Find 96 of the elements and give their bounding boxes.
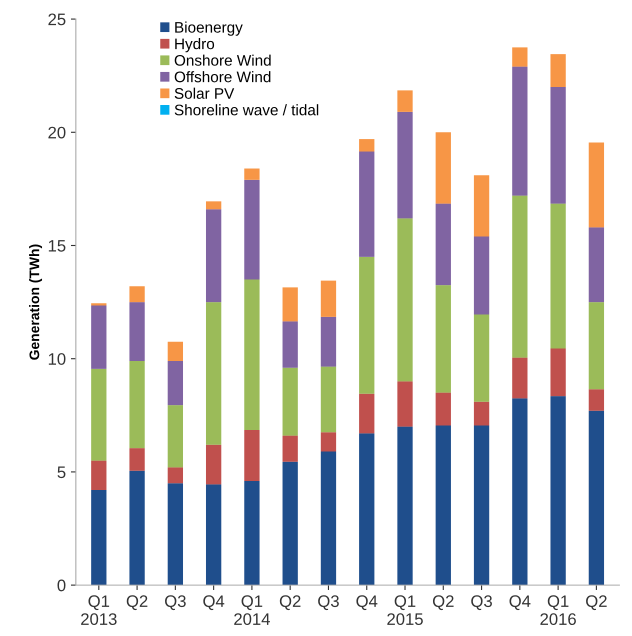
x-tick-label: Q3	[165, 595, 186, 610]
legend-label: Onshore Wind	[174, 54, 271, 66]
bar	[320, 316, 336, 367]
bar	[512, 196, 528, 358]
x-tick-label: Q2	[280, 595, 300, 610]
bar	[512, 47, 528, 67]
bar	[282, 462, 298, 586]
legend-label: Solar PV	[174, 88, 234, 99]
bar	[168, 342, 184, 361]
bar	[320, 432, 336, 452]
bar	[588, 142, 604, 228]
bar	[550, 54, 566, 88]
legend-label: Shoreline wave / tidal	[174, 104, 318, 116]
bar	[168, 483, 184, 586]
bar	[359, 139, 374, 152]
x-tick-label: Q1 2015	[387, 595, 423, 626]
bar	[244, 168, 260, 180]
bar	[91, 368, 106, 461]
y-tick-label: 5	[58, 466, 66, 478]
bar	[282, 321, 298, 368]
bar	[282, 436, 298, 462]
y-tick-label: 10	[48, 353, 66, 365]
bar	[474, 175, 490, 236]
bar	[359, 256, 374, 394]
bar	[206, 302, 222, 445]
bar	[129, 302, 145, 361]
bar	[168, 405, 184, 468]
bar	[436, 132, 451, 204]
y-tick-label: 20	[48, 126, 66, 138]
bar	[397, 381, 413, 427]
bar	[320, 280, 336, 317]
x-tick-label: Q2	[432, 595, 454, 610]
bar	[397, 112, 413, 218]
x-tick-label: Q3	[471, 595, 492, 610]
bar	[550, 87, 566, 204]
bar	[550, 396, 566, 586]
bar	[550, 348, 566, 396]
bar	[206, 444, 222, 484]
bar	[588, 302, 604, 390]
y-axis-title: Generation (TWh)	[29, 244, 42, 360]
y-tick-label: 25	[48, 13, 66, 26]
bar	[206, 484, 222, 586]
bar	[436, 204, 451, 286]
bar	[244, 279, 260, 430]
bar	[129, 286, 145, 302]
bar	[168, 467, 184, 484]
y-tick-label: 15	[48, 240, 66, 252]
bar	[397, 218, 413, 382]
bar	[397, 90, 413, 112]
x-tick-label: Q3	[318, 595, 339, 610]
bar	[474, 425, 490, 586]
bar	[244, 180, 260, 280]
legend-label: Bioenergy	[175, 22, 243, 36]
bar	[129, 360, 145, 448]
x-tick-label: Q2	[126, 595, 148, 610]
bar	[550, 204, 566, 349]
bar	[474, 314, 490, 402]
x-tick-label: Q4	[510, 595, 530, 610]
bar	[474, 402, 490, 426]
bar	[359, 433, 374, 586]
bar	[206, 209, 222, 302]
x-tick-label: Q1 2014	[234, 595, 270, 626]
bar	[168, 360, 184, 406]
bar	[91, 490, 106, 586]
bar	[436, 285, 451, 393]
bar	[436, 392, 451, 426]
bar	[244, 430, 260, 481]
x-tick-label: Q1 2016	[540, 595, 576, 626]
x-tick-label: Q1 2013	[81, 595, 117, 626]
bar	[436, 425, 451, 586]
bar	[91, 460, 106, 490]
y-tick-label: 0	[58, 580, 66, 592]
bar	[397, 426, 413, 586]
legend-label: Hydro	[175, 38, 214, 52]
x-tick-label: Q2	[586, 595, 607, 610]
bar	[512, 358, 528, 398]
bar	[588, 410, 604, 586]
bar	[282, 368, 298, 436]
bar	[206, 201, 222, 210]
x-tick-label: Q4	[356, 595, 378, 610]
bar	[588, 389, 604, 411]
bar	[91, 305, 106, 369]
bar	[588, 227, 604, 302]
bar	[282, 287, 298, 322]
x-tick-label: Q4	[203, 595, 224, 610]
bar	[474, 236, 490, 315]
bar	[512, 66, 528, 196]
bar	[512, 398, 528, 586]
bar	[359, 394, 374, 434]
bar	[244, 480, 260, 586]
bar	[129, 470, 145, 586]
bar	[129, 448, 145, 471]
bar	[320, 452, 336, 586]
legend-label: Offshore Wind	[174, 71, 270, 82]
bar	[359, 152, 374, 257]
bar	[320, 366, 336, 432]
